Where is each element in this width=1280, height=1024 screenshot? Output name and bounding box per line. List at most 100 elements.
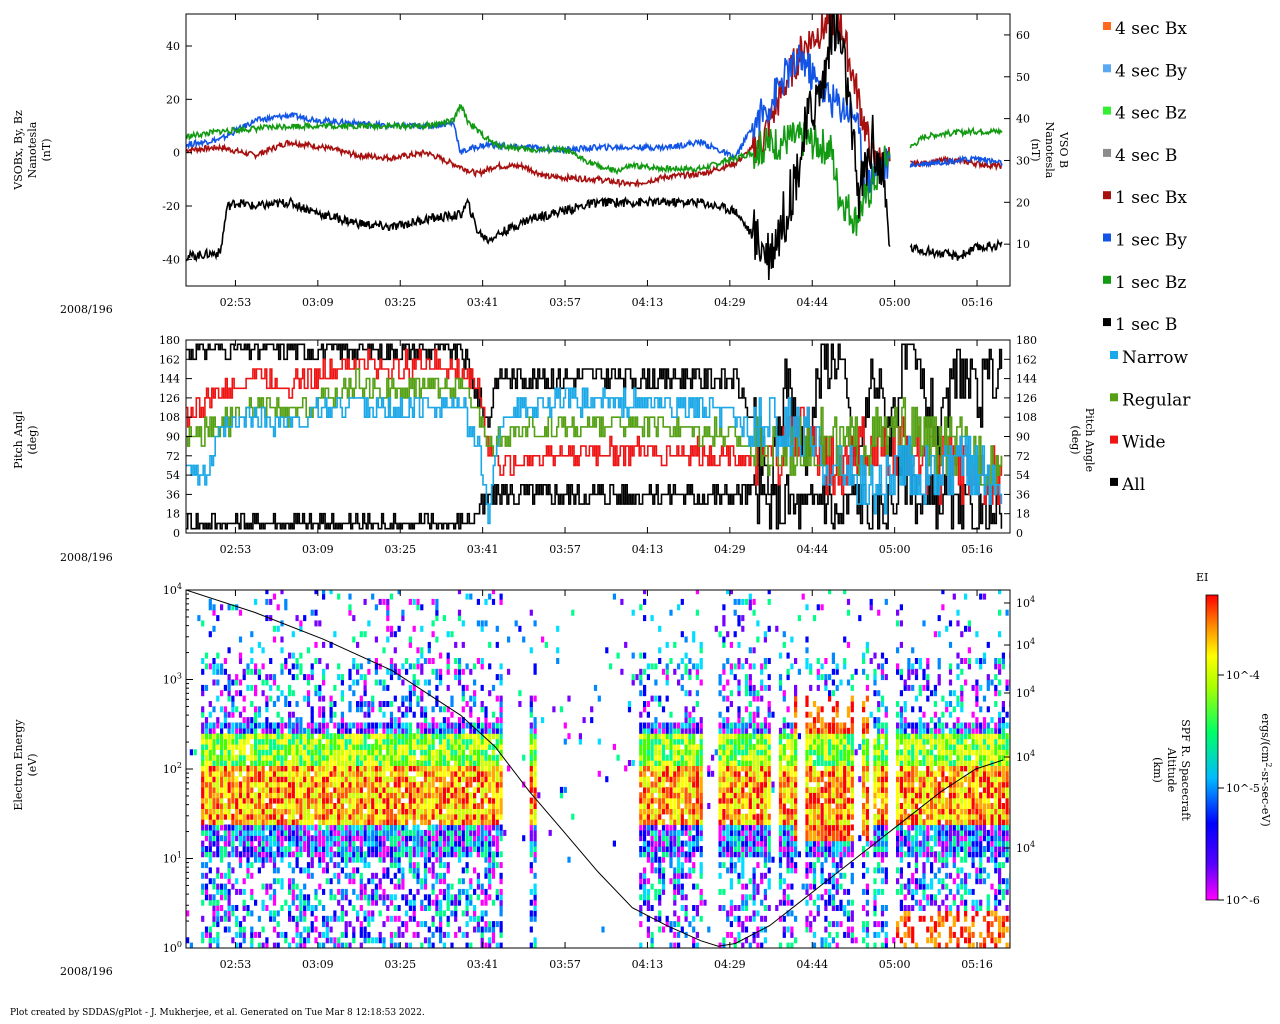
spec-cell — [295, 770, 299, 777]
spec-cell — [680, 754, 684, 761]
spec-cell — [235, 888, 239, 895]
spec-cell — [797, 668, 801, 675]
spec-cell — [722, 695, 726, 702]
spec-cell — [306, 754, 311, 761]
spec-cell — [828, 931, 832, 938]
spec-cell — [291, 829, 295, 836]
spec-cell — [752, 733, 756, 740]
spec-cell — [272, 926, 277, 933]
spec-cell — [650, 819, 654, 826]
spec-cell — [254, 824, 258, 831]
spec-cell — [684, 872, 688, 879]
spec-cell — [726, 738, 730, 745]
spec-cell — [454, 846, 458, 852]
spec-cell — [661, 851, 666, 858]
spec-cell — [461, 620, 465, 627]
spec-cell — [401, 754, 405, 761]
y-tick-label: 144 — [159, 373, 180, 386]
spec-cell — [741, 743, 745, 750]
spec-cell — [790, 749, 794, 756]
spec-cell — [465, 942, 469, 948]
spec-cell — [733, 851, 737, 858]
spec-cell — [359, 743, 363, 750]
spec-cell — [733, 835, 737, 842]
spec-cell — [212, 722, 216, 729]
spec-cell — [446, 931, 450, 938]
spec-cell — [499, 770, 503, 777]
spec-cell — [778, 878, 783, 885]
spec-cell — [741, 856, 745, 863]
spec-cell — [763, 717, 767, 724]
spec-cell — [786, 722, 790, 729]
spec-cell — [533, 781, 537, 788]
spec-cell — [371, 770, 375, 777]
spec-cell — [658, 776, 662, 783]
spec-cell — [473, 840, 477, 847]
spec-cell — [650, 695, 654, 702]
spec-cell — [340, 733, 344, 740]
spec-cell — [733, 776, 737, 783]
spec-cell — [431, 840, 435, 847]
spec-cell — [423, 851, 428, 858]
spec-cell — [756, 803, 760, 809]
spec-cell — [812, 770, 817, 777]
spec-cell — [340, 781, 344, 788]
spec-cell — [495, 695, 499, 702]
spec-cell — [454, 824, 458, 831]
spec-cell — [809, 786, 813, 793]
spec-cell — [677, 792, 681, 799]
spec-cell — [737, 684, 741, 691]
spec-cell — [382, 792, 386, 799]
spec-cell — [374, 899, 378, 906]
spec-cell — [639, 722, 643, 729]
spec-cell — [431, 888, 435, 895]
spec-cell — [280, 856, 284, 863]
spec-cell — [261, 835, 265, 842]
spec-cell — [794, 684, 798, 691]
spec-cell — [389, 701, 394, 707]
spec-cell — [386, 792, 390, 799]
spec-cell — [435, 770, 439, 777]
spec-cell — [457, 888, 462, 895]
spec-cell — [235, 754, 239, 761]
spec-cell — [639, 792, 643, 799]
spec-cell — [669, 797, 673, 804]
spec-cell — [669, 926, 673, 933]
spec-cell — [790, 663, 794, 670]
spec-cell — [416, 701, 420, 707]
spec-cell — [673, 749, 677, 756]
spec-cell — [246, 797, 250, 804]
spec-cell — [643, 867, 647, 874]
spec-cell — [389, 840, 394, 847]
spec-cell — [337, 915, 341, 922]
spec-cell — [752, 684, 756, 691]
spec-cell — [533, 829, 537, 836]
spec-cell — [650, 937, 654, 944]
spec-cell — [673, 797, 677, 804]
spec-cell — [306, 674, 311, 681]
spec-cell — [401, 872, 405, 879]
spec-cell — [227, 749, 231, 756]
spec-cell — [733, 840, 737, 847]
spec-cell — [835, 803, 839, 809]
spec-cell — [257, 749, 261, 756]
spec-cell — [348, 824, 352, 831]
spec-cell — [295, 781, 299, 788]
spec-cell — [529, 781, 533, 788]
spec-cell — [325, 770, 329, 777]
spec-cell — [212, 733, 216, 740]
spec-cell — [431, 733, 435, 740]
spec-cell — [831, 743, 835, 750]
spec-cell — [726, 749, 730, 756]
spec-cell — [488, 776, 492, 783]
spec-cell — [363, 684, 367, 691]
spec-cell — [382, 808, 386, 815]
spec-cell — [805, 829, 809, 836]
spec-cell — [446, 754, 450, 761]
spec-cell — [371, 813, 375, 820]
spec-cell — [227, 851, 231, 858]
spec-cell — [269, 824, 273, 831]
spec-cell — [665, 727, 669, 734]
spec-cell — [533, 803, 537, 809]
spec-cell — [405, 894, 409, 901]
